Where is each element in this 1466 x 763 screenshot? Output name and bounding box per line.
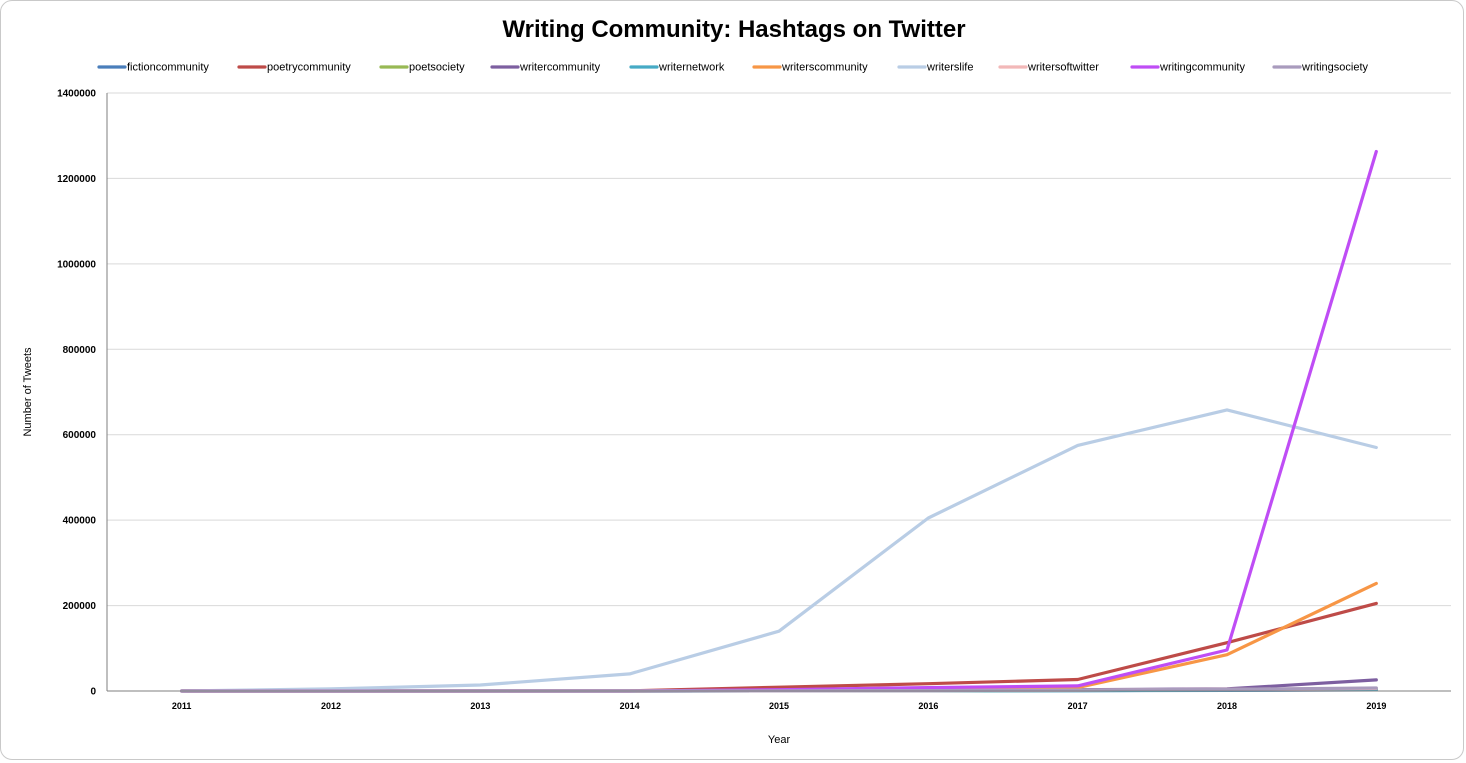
legend-label-writingsociety: writingsociety bbox=[1301, 62, 1369, 74]
x-axis-label: Year bbox=[768, 734, 791, 746]
x-tick-label: 2013 bbox=[470, 701, 490, 711]
y-axis-label: Number of Tweets bbox=[22, 347, 34, 437]
x-tick-label: 2012 bbox=[321, 701, 341, 711]
series-line-writerscommunity bbox=[180, 581, 1378, 693]
x-tick-label: 2019 bbox=[1366, 701, 1386, 711]
x-tick-label: 2018 bbox=[1217, 701, 1237, 711]
series-line-poetrycommunity bbox=[180, 601, 1378, 693]
series-line-writerslife bbox=[180, 408, 1378, 693]
x-tick-label: 2017 bbox=[1068, 701, 1088, 711]
y-tick-label: 800000 bbox=[63, 345, 97, 356]
x-axis-ticks: 2011 2012 2013 2014 2015 2016 2017 2018 2019 bbox=[172, 701, 1386, 711]
x-tick-label: 2011 bbox=[172, 701, 192, 711]
legend-label-writingcommunity: writingcommunity bbox=[1159, 62, 1245, 74]
legend-label-poetsociety: poetsociety bbox=[409, 62, 465, 74]
x-tick-label: 2014 bbox=[620, 701, 640, 711]
legend-label-writercommunity: writercommunity bbox=[519, 62, 601, 74]
y-tick-label: 1400000 bbox=[57, 89, 96, 100]
gridlines bbox=[107, 92, 1451, 607]
series-lines bbox=[180, 149, 1378, 693]
legend-label-writerslife: writerslife bbox=[926, 62, 973, 74]
x-tick-label: 2015 bbox=[769, 701, 789, 711]
y-tick-label: 1000000 bbox=[57, 259, 96, 270]
y-tick-label: 600000 bbox=[63, 430, 97, 441]
y-axis-ticks: 0 200000 400000 600000 800000 1000000 1200000 1… bbox=[57, 89, 96, 698]
y-tick-label: 1200000 bbox=[57, 174, 96, 185]
legend-label-writersoftwitter: writersoftwitter bbox=[1027, 62, 1099, 74]
legend-label-writerscommunity: writerscommunity bbox=[781, 62, 868, 74]
chart-title: Writing Community: Hashtags on Twitter bbox=[502, 16, 965, 43]
legend-label-poetrycommunity: poetrycommunity bbox=[267, 62, 351, 74]
legend-label-fictioncommunity: fictioncommunity bbox=[127, 62, 209, 74]
y-tick-label: 200000 bbox=[63, 601, 97, 612]
y-tick-label: 400000 bbox=[63, 516, 97, 527]
x-tick-label: 2016 bbox=[918, 701, 938, 711]
y-tick-label: 0 bbox=[90, 687, 96, 698]
series-line-writingcommunity bbox=[180, 149, 1378, 693]
legend: fictioncommunity poetrycommunity poetsocie… bbox=[97, 62, 1369, 74]
legend-label-writernetwork: writernetwork bbox=[658, 62, 725, 74]
